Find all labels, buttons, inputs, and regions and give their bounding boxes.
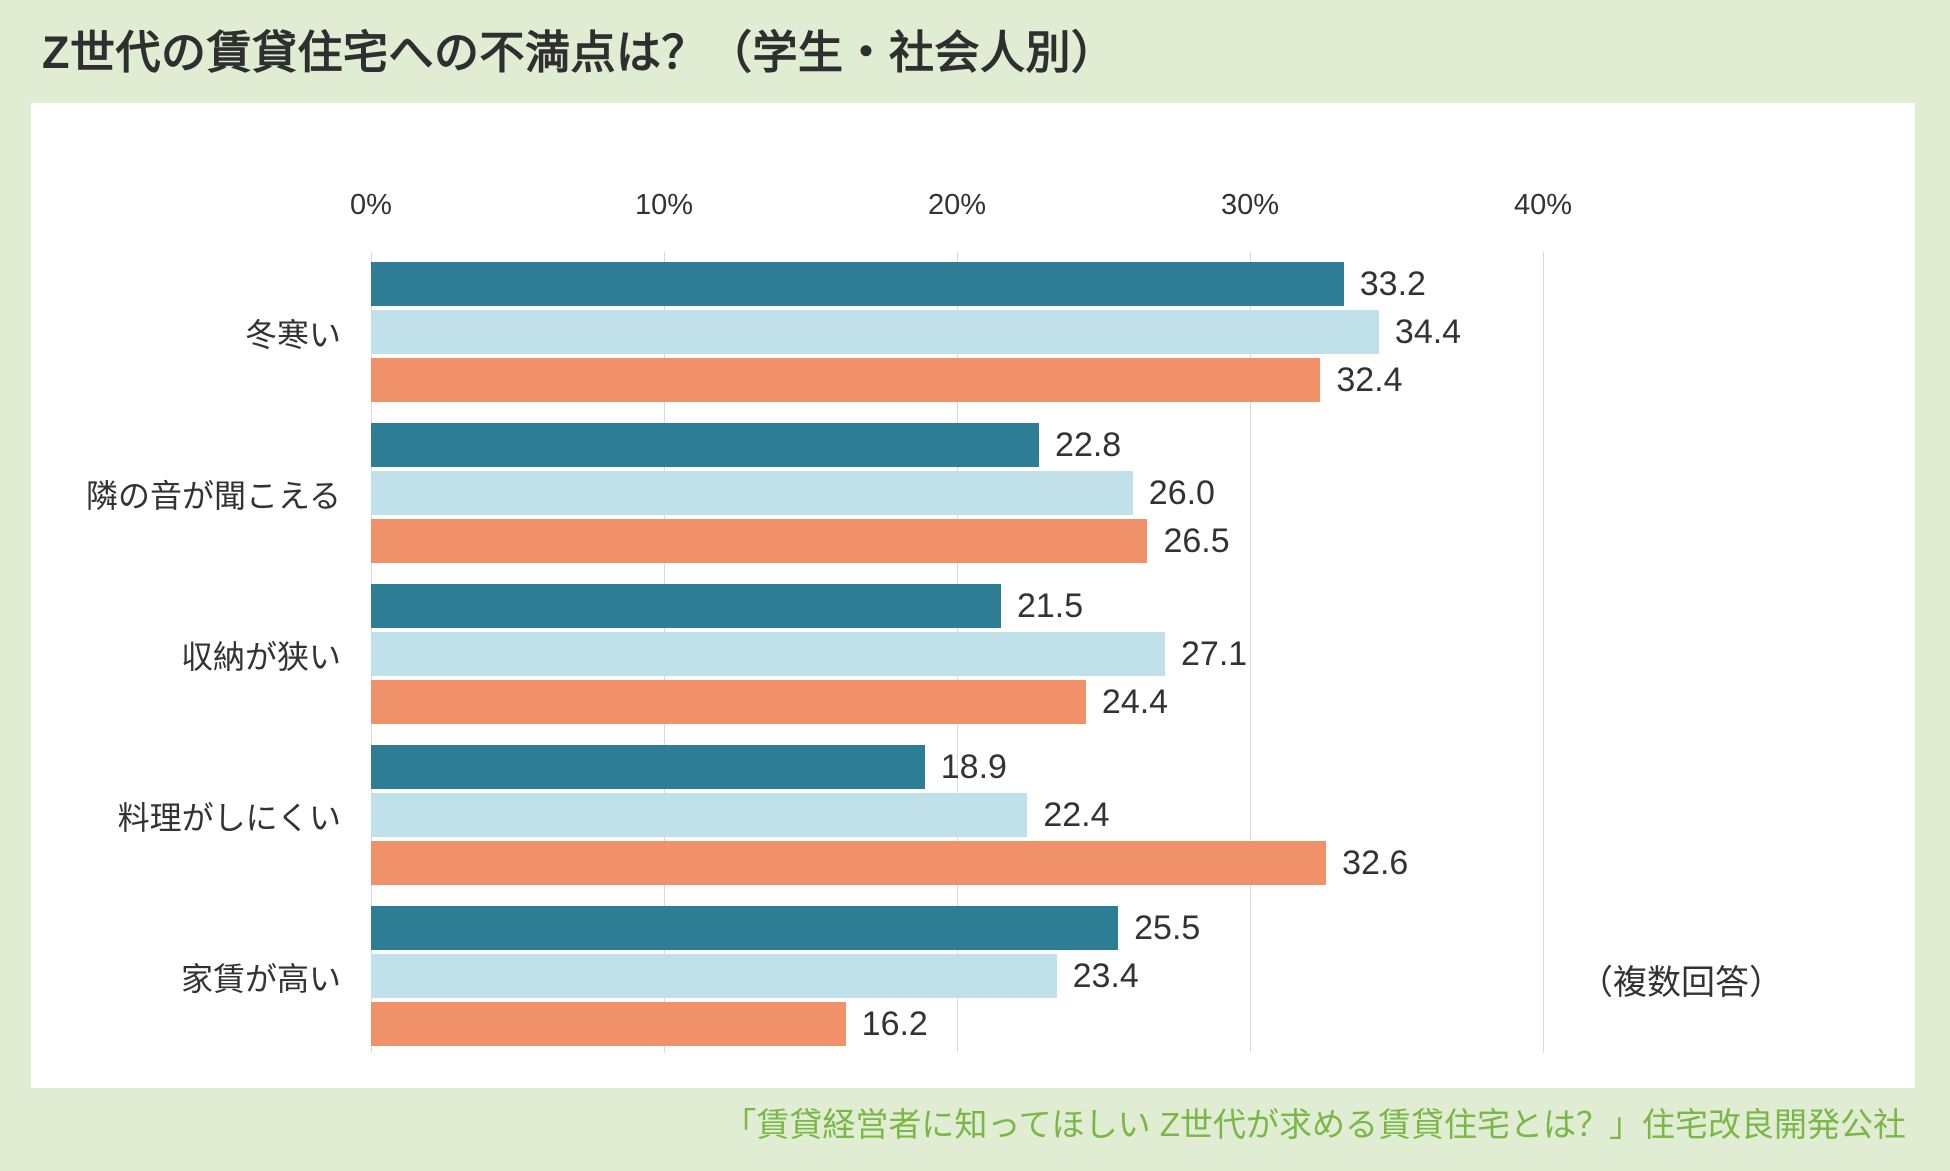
bar-value-label: 33.2: [1359, 264, 1426, 303]
bar-line: 18.9: [371, 745, 1408, 789]
bar-line: 26.5: [371, 519, 1230, 563]
bar-set: 18.9 22.4 32.6: [371, 735, 1408, 896]
orange-bar: [371, 519, 1148, 563]
bar-value-label: 32.4: [1336, 360, 1403, 399]
light-blue-bar: [371, 954, 1057, 998]
x-tick-label: 20%: [927, 189, 987, 221]
bar-value-label: 22.4: [1043, 795, 1110, 834]
bar-chart: 0% 10% 20% 30% 40% 冬寒い 33.2 34.4 32.4 隣の音が聞こえる 22…: [31, 103, 1915, 1088]
category-label: 隣の音が聞こえる: [85, 477, 341, 514]
category-label: 冬寒い: [244, 316, 341, 353]
gridline: [1250, 252, 1251, 1053]
bar-line: 24.4: [371, 680, 1247, 724]
bar-set: 25.5 23.4 16.2: [371, 896, 1200, 1057]
bar-group: 料理がしにくい 18.9 22.4 32.6: [31, 735, 1915, 896]
x-tick-label: 10%: [634, 189, 694, 221]
bar-group: 隣の音が聞こえる 22.8 26.0 26.5: [31, 413, 1915, 574]
bar-value-label: 34.4: [1394, 312, 1462, 351]
bar-line: 26.0: [371, 471, 1230, 515]
bar-line: 23.4: [371, 954, 1200, 998]
light-blue-bar: [371, 471, 1133, 515]
bar-line: 21.5: [371, 584, 1247, 628]
bar-value-label: 24.4: [1101, 682, 1169, 721]
dark-teal-bar: [371, 584, 1001, 628]
bar-value-label: 26.5: [1163, 521, 1230, 560]
bar-set: 21.5 27.1 24.4: [371, 574, 1247, 735]
bar-set: 22.8 26.0 26.5: [371, 413, 1230, 574]
x-tick-label: 0%: [350, 189, 392, 221]
light-blue-bar: [371, 310, 1379, 354]
bar-value-label: 21.5: [1016, 586, 1084, 625]
dark-teal-bar: [371, 906, 1119, 950]
dark-teal-bar: [371, 423, 1040, 467]
bar-value-label: 22.8: [1055, 425, 1122, 464]
bar-line: 32.6: [371, 841, 1408, 885]
bar-line: 33.2: [371, 262, 1461, 306]
bar-line: 22.4: [371, 793, 1408, 837]
page-title: Z世代の賃貸住宅への不満点は？（学生・社会人別）: [42, 27, 1117, 78]
category-label: 家賃が高い: [180, 960, 341, 997]
light-blue-bar: [371, 793, 1028, 837]
bar-group: 収納が狭い 21.5 27.1 24.4: [31, 574, 1915, 735]
bar-value-label: 16.2: [861, 1004, 928, 1043]
orange-bar: [371, 841, 1327, 885]
x-tick-label: 30%: [1220, 189, 1280, 221]
bar-line: 25.5: [371, 906, 1200, 950]
bar-value-label: 26.0: [1148, 473, 1215, 512]
dark-teal-bar: [371, 745, 925, 789]
bar-set: 33.2 34.4 32.4: [371, 252, 1461, 413]
bar-value-label: 18.9: [940, 747, 1007, 786]
orange-bar: [371, 680, 1086, 724]
light-blue-bar: [371, 632, 1166, 676]
source-citation: 「賃貸経営者に知ってほしい Z世代が求める賃貸住宅とは？」住宅改良開発公社: [723, 1106, 1906, 1143]
bar-value-label: 25.5: [1134, 908, 1201, 947]
bar-value-label: 27.1: [1181, 634, 1248, 673]
bar-value-label: 23.4: [1072, 956, 1139, 995]
bar-group: 冬寒い 33.2 34.4 32.4: [31, 252, 1915, 413]
category-label: 収納が狭い: [180, 638, 341, 675]
bar-value-label: 32.6: [1342, 843, 1409, 882]
orange-bar: [371, 358, 1321, 402]
bar-line: 32.4: [371, 358, 1461, 402]
category-label: 料理がしにくい: [117, 799, 341, 836]
bar-line: 16.2: [371, 1002, 1200, 1046]
orange-bar: [371, 1002, 846, 1046]
bar-groups: 冬寒い 33.2 34.4 32.4 隣の音が聞こえる 22.8 26.0 26.5 収納が狭い…: [31, 252, 1915, 1057]
bar-group: 家賃が高い 25.5 23.4 16.2: [31, 896, 1915, 1057]
chart-panel: 0% 10% 20% 30% 40% 冬寒い 33.2 34.4 32.4 隣の音が聞こえる 22…: [31, 103, 1915, 1088]
gridline: [1543, 252, 1544, 1053]
bar-line: 27.1: [371, 632, 1247, 676]
bar-line: 22.8: [371, 423, 1230, 467]
bar-line: 34.4: [371, 310, 1461, 354]
x-tick-label: 40%: [1513, 189, 1573, 221]
dark-teal-bar: [371, 262, 1344, 306]
multiple-answer-note: （複数回答）: [1579, 964, 1783, 1002]
